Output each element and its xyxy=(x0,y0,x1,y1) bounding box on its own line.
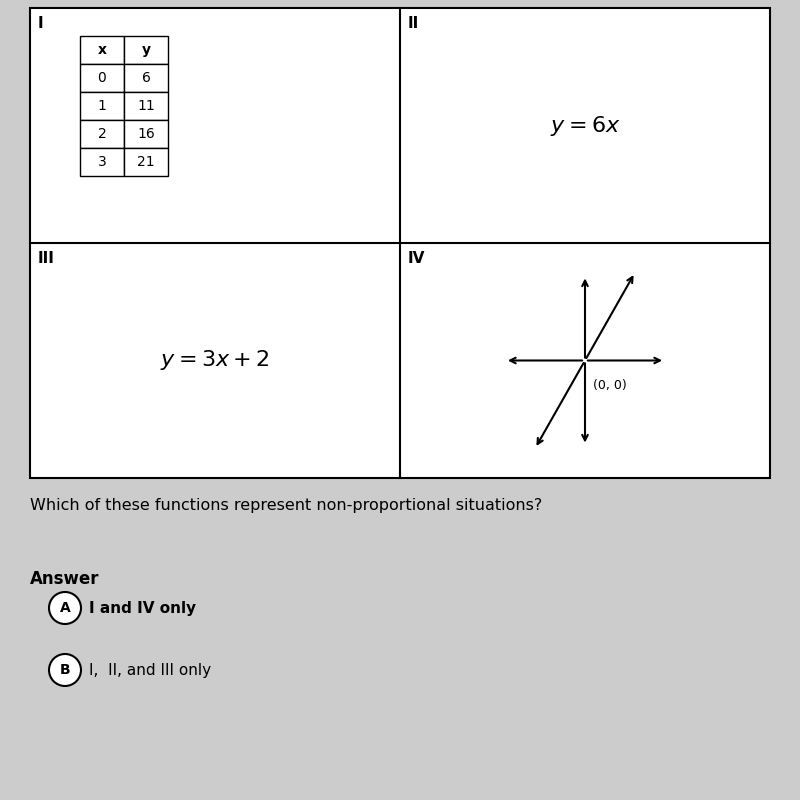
Text: 16: 16 xyxy=(137,127,155,141)
Text: I and IV only: I and IV only xyxy=(89,601,196,615)
Text: I,  II, and III only: I, II, and III only xyxy=(89,662,211,678)
Text: x: x xyxy=(98,43,106,57)
Text: 0: 0 xyxy=(98,71,106,85)
Text: 6: 6 xyxy=(142,71,150,85)
Text: I: I xyxy=(38,16,44,31)
Text: y: y xyxy=(142,43,150,57)
Bar xyxy=(80,36,124,64)
Text: II: II xyxy=(408,16,419,31)
Bar xyxy=(80,148,124,176)
Bar xyxy=(80,92,124,120)
Text: 21: 21 xyxy=(137,155,155,169)
Text: III: III xyxy=(38,251,55,266)
Bar xyxy=(80,120,124,148)
Circle shape xyxy=(49,654,81,686)
Bar xyxy=(80,64,124,92)
Circle shape xyxy=(49,592,81,624)
Text: Answer: Answer xyxy=(30,570,99,588)
Text: A: A xyxy=(60,601,70,615)
Bar xyxy=(124,64,168,92)
Bar xyxy=(124,120,168,148)
Text: Which of these functions represent non-proportional situations?: Which of these functions represent non-p… xyxy=(30,498,542,513)
Text: $y = 6x$: $y = 6x$ xyxy=(550,114,620,138)
Text: IV: IV xyxy=(408,251,426,266)
Text: 1: 1 xyxy=(98,99,106,113)
Text: B: B xyxy=(60,663,70,677)
Text: 2: 2 xyxy=(98,127,106,141)
Text: (0, 0): (0, 0) xyxy=(593,378,626,391)
Bar xyxy=(124,148,168,176)
Bar xyxy=(124,36,168,64)
Bar xyxy=(124,92,168,120)
Text: 11: 11 xyxy=(137,99,155,113)
Bar xyxy=(30,8,770,478)
Text: $y = 3x + 2$: $y = 3x + 2$ xyxy=(160,349,270,373)
Text: 3: 3 xyxy=(98,155,106,169)
